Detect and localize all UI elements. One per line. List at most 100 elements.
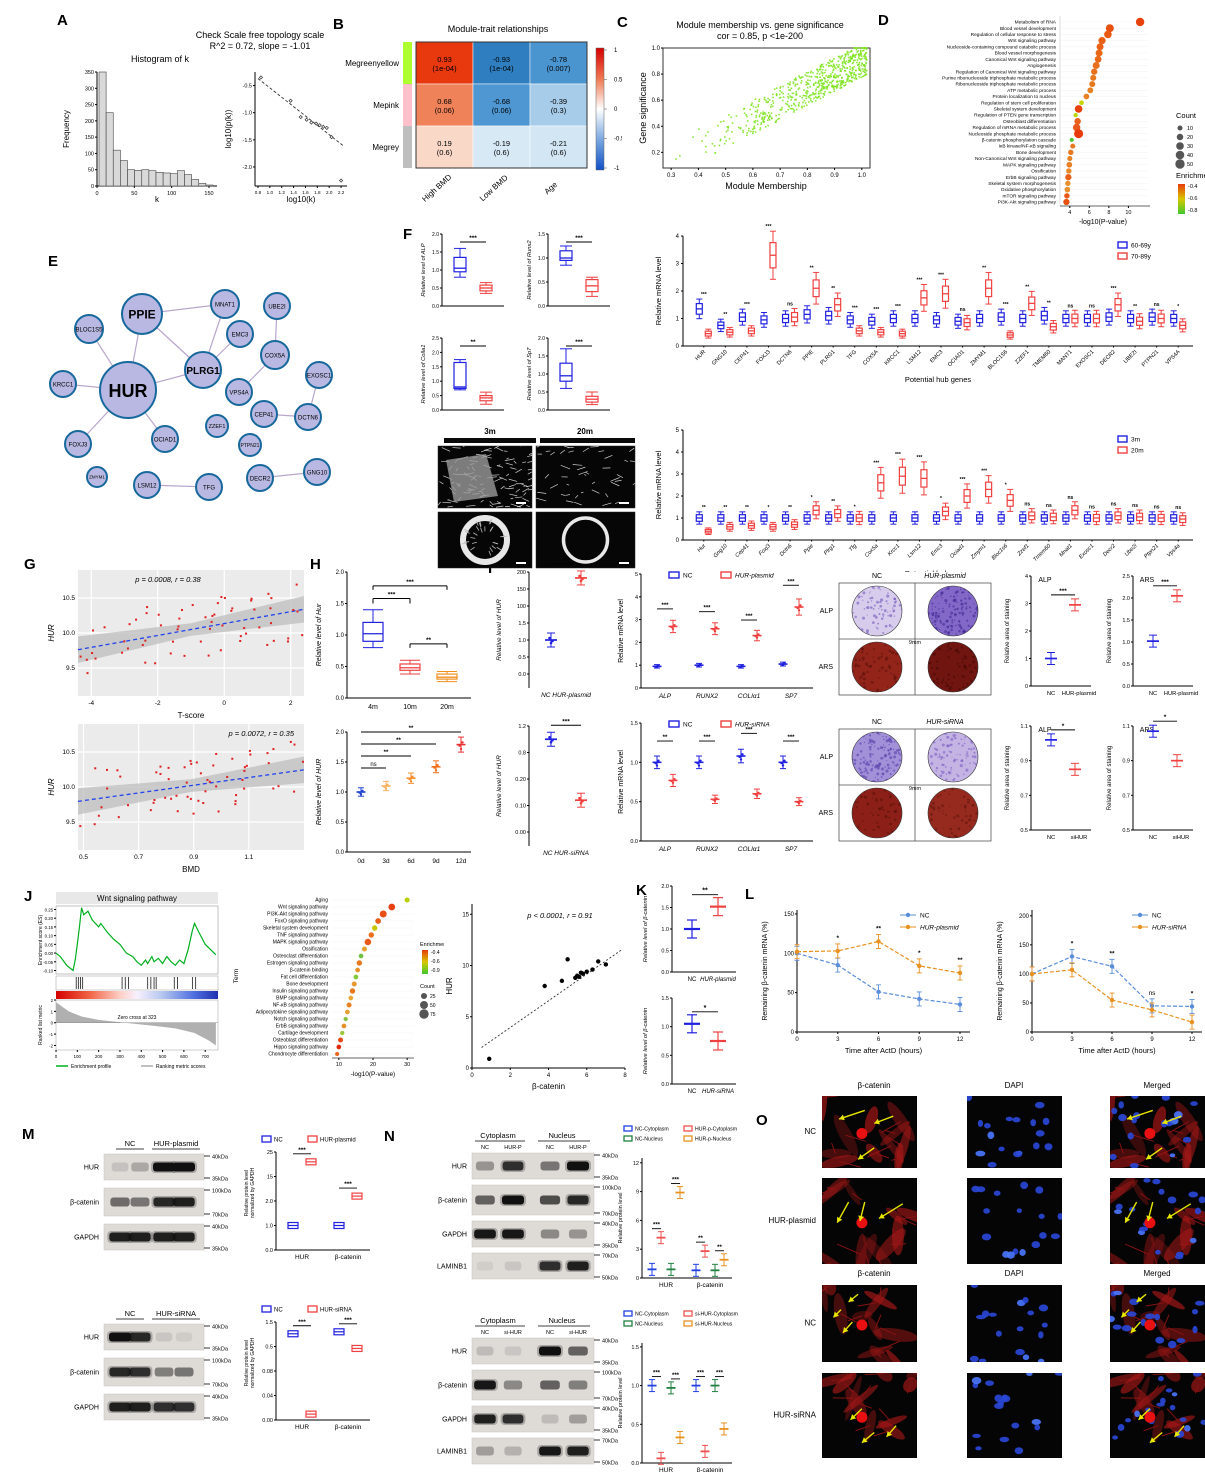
svg-text:β-catenin phosphorylation casc: β-catenin phosphorylation cascade — [982, 138, 1057, 144]
svg-text:3: 3 — [676, 262, 680, 268]
svg-text:2.5: 2.5 — [1122, 574, 1130, 580]
svg-text:**: ** — [876, 925, 882, 932]
svg-text:3: 3 — [1070, 1037, 1074, 1043]
svg-text:40: 40 — [1187, 153, 1193, 159]
svg-text:SP7: SP7 — [785, 693, 798, 700]
panel-l-mrna-decay: 0 50 100 150 0 3 6 9 12 * ** * ** NC HUR-plasmid Time a… — [742, 884, 1205, 1077]
svg-text:70kDa: 70kDa — [602, 1254, 619, 1260]
panel-m-blots: NC HUR-plasmid HUR 40kDa 35kDa β-catenin 100kD… — [70, 1135, 370, 1431]
svg-text:1.0: 1.0 — [265, 1224, 273, 1230]
svg-text:0.20: 0.20 — [45, 916, 54, 921]
svg-text:***: *** — [745, 727, 753, 733]
svg-text:Decr2: Decr2 — [1102, 543, 1117, 558]
svg-text:70kDa: 70kDa — [212, 1383, 229, 1389]
svg-text:SP7: SP7 — [785, 846, 798, 853]
svg-text:-2: -2 — [49, 1043, 53, 1048]
svg-text:HUR-siRNA: HUR-siRNA — [773, 1411, 816, 1420]
svg-text:0.4: 0.4 — [694, 173, 703, 179]
svg-text:si-HUR-Nucleus: si-HUR-Nucleus — [695, 1322, 733, 1328]
svg-text:Ribonucleoside triphosphate me: Ribonucleoside triphosphate metabolic pr… — [955, 82, 1056, 88]
panel-label-i: I — [488, 560, 493, 577]
svg-text:0: 0 — [1025, 684, 1028, 690]
svg-text:HUR-plasmid: HUR-plasmid — [1164, 691, 1198, 697]
svg-text:0.19: 0.19 — [437, 139, 452, 148]
svg-text:Skeletal system development: Skeletal system development — [994, 106, 1057, 112]
svg-text:2.0: 2.0 — [336, 730, 345, 736]
svg-text:EXOSC1: EXOSC1 — [1075, 349, 1095, 369]
svg-text:-4: -4 — [88, 700, 94, 707]
svg-text:20m: 20m — [440, 704, 454, 711]
svg-text:1.5: 1.5 — [336, 760, 345, 766]
svg-text:PPIE: PPIE — [128, 308, 155, 322]
svg-text:COLIα1: COLIα1 — [738, 846, 761, 853]
svg-text:NC: NC — [481, 1330, 489, 1336]
svg-text:*: * — [918, 950, 921, 957]
svg-text:DECR2: DECR2 — [250, 476, 271, 482]
svg-text:5: 5 — [635, 572, 638, 578]
svg-text:CEP41: CEP41 — [734, 349, 751, 366]
svg-text:Insulin signaling pathway: Insulin signaling pathway — [272, 989, 328, 995]
svg-text:GAPDH: GAPDH — [74, 1405, 99, 1412]
svg-text:HUR: HUR — [659, 1282, 673, 1289]
panel-c-membership-scatter: Module membership vs. gene significance c… — [608, 16, 882, 211]
svg-text:HUR-plasmid: HUR-plasmid — [735, 573, 774, 580]
svg-text:HUR-siRNA: HUR-siRNA — [156, 1309, 196, 1318]
svg-text:1.5: 1.5 — [661, 906, 669, 912]
svg-text:**: ** — [982, 265, 986, 271]
svg-text:-0.39: -0.39 — [550, 97, 567, 106]
svg-text:β-catenin: β-catenin — [438, 1198, 467, 1205]
svg-text:***: *** — [344, 1181, 352, 1188]
svg-text:ns: ns — [1067, 303, 1073, 309]
panel-i-overexpression-knockdown: 200 150 100 1.5 1.0 0.5 0.0 *** NC HUR-plasmid Re… — [483, 557, 1205, 873]
svg-text:Time after ActD (hours): Time after ActD (hours) — [1078, 1046, 1156, 1055]
svg-text:0.0: 0.0 — [1122, 684, 1130, 690]
svg-text:40kDa: 40kDa — [212, 1395, 229, 1401]
svg-text:6: 6 — [1110, 1037, 1114, 1043]
svg-text:**: ** — [698, 1236, 703, 1242]
svg-text:10.5: 10.5 — [62, 595, 75, 602]
svg-text:NC: NC — [688, 977, 697, 983]
svg-text:150: 150 — [1019, 943, 1030, 949]
svg-text:10.0: 10.0 — [62, 784, 75, 791]
svg-text:0.7: 0.7 — [776, 173, 785, 179]
svg-text:0.20: 0.20 — [515, 777, 526, 783]
panel-label-b: B — [333, 16, 344, 33]
svg-text:40kDa: 40kDa — [212, 1225, 229, 1231]
panel-h-boxplots: 0.00.51.01.52.04m 10m 20m********Relative … — [316, 570, 471, 865]
svg-text:***: *** — [703, 735, 711, 741]
svg-text:200: 200 — [517, 570, 526, 576]
svg-text:β-catenin: β-catenin — [70, 1370, 99, 1377]
svg-text:***: *** — [917, 455, 923, 461]
svg-text:Relative level of β-catenin: Relative level of β-catenin — [643, 1008, 649, 1074]
svg-text:**: ** — [702, 888, 708, 895]
svg-text:25: 25 — [430, 994, 436, 1000]
svg-text:NC: NC — [804, 1319, 816, 1328]
svg-text:β-catenin: β-catenin — [857, 1081, 890, 1090]
svg-text:100: 100 — [517, 604, 526, 610]
svg-text:p < 0.0001, r = 0.91: p < 0.0001, r = 0.91 — [526, 911, 592, 920]
svg-text:BMD: BMD — [182, 865, 200, 874]
svg-text:-0.05: -0.05 — [43, 960, 53, 965]
svg-text:ALP: ALP — [658, 846, 672, 853]
svg-text:10.0: 10.0 — [62, 630, 75, 637]
svg-text:**: ** — [396, 738, 401, 744]
svg-text:0.0: 0.0 — [631, 1461, 639, 1467]
svg-text:p = 0.0008, r = 0.38: p = 0.0008, r = 0.38 — [134, 575, 201, 584]
svg-text:Wnt signaling pathway: Wnt signaling pathway — [97, 894, 177, 903]
panel-g-scatters: 9.5 10.0 10.5 -4 -2 0 2 p = 0.0008, r = 0.38 T-s… — [47, 570, 305, 874]
svg-text:0: 0 — [676, 344, 680, 350]
svg-text:***: *** — [575, 339, 583, 346]
svg-text:Frequency: Frequency — [62, 110, 71, 148]
svg-text:70kDa: 70kDa — [602, 1439, 619, 1445]
panel-label-m: M — [22, 1126, 35, 1143]
svg-text:0: 0 — [614, 107, 618, 113]
svg-text:**: ** — [702, 505, 706, 511]
svg-text:Regulation of cellular respons: Regulation of cellular response to stres… — [971, 32, 1057, 38]
svg-text:0.8: 0.8 — [518, 751, 526, 757]
svg-text:Skeletal system development: Skeletal system development — [263, 926, 329, 932]
svg-text:**: ** — [717, 1245, 722, 1251]
svg-text:700: 700 — [201, 1054, 209, 1059]
svg-text:NC: NC — [872, 573, 882, 580]
